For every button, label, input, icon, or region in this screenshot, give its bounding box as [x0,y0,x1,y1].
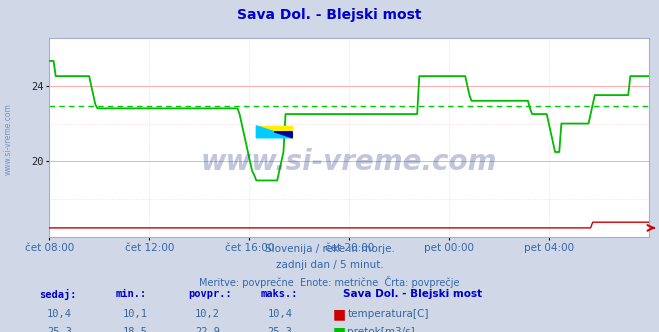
Text: ■: ■ [333,307,346,321]
Polygon shape [274,132,293,138]
Text: 18,5: 18,5 [123,327,148,332]
Text: ■: ■ [333,325,346,332]
Text: 10,1: 10,1 [123,309,148,319]
Text: Meritve: povprečne  Enote: metrične  Črta: povprečje: Meritve: povprečne Enote: metrične Črta:… [199,276,460,288]
Text: 10,4: 10,4 [47,309,72,319]
Text: min.:: min.: [115,289,146,299]
Text: 10,4: 10,4 [268,309,293,319]
Text: 22,9: 22,9 [195,327,220,332]
Text: Sava Dol. - Blejski most: Sava Dol. - Blejski most [237,8,422,22]
Text: temperatura[C]: temperatura[C] [347,309,429,319]
Text: Sava Dol. - Blejski most: Sava Dol. - Blejski most [343,289,482,299]
Text: 25,3: 25,3 [268,327,293,332]
Text: maks.:: maks.: [260,289,298,299]
Text: sedaj:: sedaj: [40,289,77,300]
Polygon shape [256,126,293,138]
Text: pretok[m3/s]: pretok[m3/s] [347,327,415,332]
Text: 10,2: 10,2 [195,309,220,319]
Text: Slovenija / reke in morje.: Slovenija / reke in morje. [264,244,395,254]
Text: www.si-vreme.com: www.si-vreme.com [3,104,13,175]
Text: povpr.:: povpr.: [188,289,231,299]
Text: zadnji dan / 5 minut.: zadnji dan / 5 minut. [275,260,384,270]
Text: 25,3: 25,3 [47,327,72,332]
Polygon shape [256,126,293,138]
Text: www.si-vreme.com: www.si-vreme.com [201,148,498,176]
